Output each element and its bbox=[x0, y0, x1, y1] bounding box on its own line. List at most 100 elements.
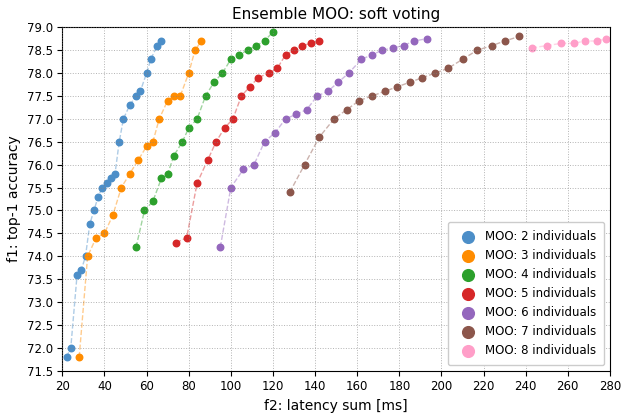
MOO: 3 individuals: (83, 78.5): 3 individuals: (83, 78.5) bbox=[190, 47, 200, 53]
MOO: 3 individuals: (66, 77): 3 individuals: (66, 77) bbox=[154, 116, 165, 122]
MOO: 5 individuals: (84, 75.6): 5 individuals: (84, 75.6) bbox=[192, 180, 202, 186]
MOO: 7 individuals: (149, 77): 7 individuals: (149, 77) bbox=[329, 116, 339, 122]
MOO: 7 individuals: (161, 77.4): 7 individuals: (161, 77.4) bbox=[354, 97, 364, 104]
MOO: 5 individuals: (109, 77.7): 5 individuals: (109, 77.7) bbox=[245, 84, 255, 90]
MOO: 3 individuals: (36, 74.4): 3 individuals: (36, 74.4) bbox=[91, 235, 101, 242]
MOO: 8 individuals: (274, 78.7): 8 individuals: (274, 78.7) bbox=[592, 38, 602, 45]
MOO: 4 individuals: (70, 75.8): 4 individuals: (70, 75.8) bbox=[163, 171, 173, 177]
MOO: 4 individuals: (59, 75): 4 individuals: (59, 75) bbox=[139, 207, 149, 214]
MOO: 2 individuals: (35, 75): 2 individuals: (35, 75) bbox=[89, 207, 99, 214]
MOO: 3 individuals: (56, 76.1): 3 individuals: (56, 76.1) bbox=[133, 157, 143, 163]
MOO: 2 individuals: (29, 73.7): 2 individuals: (29, 73.7) bbox=[76, 267, 86, 273]
X-axis label: f2: latency sum [ms]: f2: latency sum [ms] bbox=[264, 399, 408, 413]
MOO: 3 individuals: (80, 78): 3 individuals: (80, 78) bbox=[183, 70, 193, 76]
MOO: 5 individuals: (130, 78.5): 5 individuals: (130, 78.5) bbox=[289, 47, 299, 53]
MOO: 6 individuals: (162, 78.3): 6 individuals: (162, 78.3) bbox=[356, 56, 366, 63]
MOO: 7 individuals: (203, 78.1): 7 individuals: (203, 78.1) bbox=[443, 65, 453, 72]
MOO: 5 individuals: (101, 77): 5 individuals: (101, 77) bbox=[228, 116, 238, 122]
MOO: 4 individuals: (67, 75.7): 4 individuals: (67, 75.7) bbox=[156, 175, 166, 182]
MOO: 5 individuals: (74, 74.3): 5 individuals: (74, 74.3) bbox=[171, 239, 181, 246]
MOO: 5 individuals: (97, 76.8): 5 individuals: (97, 76.8) bbox=[220, 125, 230, 131]
MOO: 4 individuals: (96, 78): 4 individuals: (96, 78) bbox=[217, 70, 227, 76]
MOO: 7 individuals: (237, 78.8): 7 individuals: (237, 78.8) bbox=[514, 33, 524, 40]
MOO: 6 individuals: (193, 78.8): 6 individuals: (193, 78.8) bbox=[421, 35, 431, 42]
MOO: 6 individuals: (95, 74.2): 6 individuals: (95, 74.2) bbox=[215, 244, 225, 250]
MOO: 4 individuals: (92, 77.8): 4 individuals: (92, 77.8) bbox=[209, 79, 219, 86]
MOO: 3 individuals: (70, 77.4): 3 individuals: (70, 77.4) bbox=[163, 97, 173, 104]
MOO: 7 individuals: (224, 78.6): 7 individuals: (224, 78.6) bbox=[487, 42, 497, 49]
MOO: 6 individuals: (131, 77.1): 6 individuals: (131, 77.1) bbox=[291, 111, 301, 118]
MOO: 4 individuals: (116, 78.7): 4 individuals: (116, 78.7) bbox=[259, 38, 269, 45]
MOO: 2 individuals: (27, 73.6): 2 individuals: (27, 73.6) bbox=[72, 271, 82, 278]
MOO: 2 individuals: (39, 75.5): 2 individuals: (39, 75.5) bbox=[97, 184, 107, 191]
MOO: 3 individuals: (44, 74.9): 3 individuals: (44, 74.9) bbox=[108, 212, 118, 218]
MOO: 3 individuals: (60, 76.4): 3 individuals: (60, 76.4) bbox=[141, 143, 151, 150]
MOO: 6 individuals: (182, 78.6): 6 individuals: (182, 78.6) bbox=[399, 42, 409, 49]
MOO: 2 individuals: (47, 76.5): 2 individuals: (47, 76.5) bbox=[114, 139, 124, 145]
MOO: 4 individuals: (63, 75.2): 4 individuals: (63, 75.2) bbox=[148, 198, 158, 205]
Legend: MOO: 2 individuals, MOO: 3 individuals, MOO: 4 individuals, MOO: 5 individuals, : MOO: 2 individuals, MOO: 3 individuals, … bbox=[448, 222, 604, 365]
MOO: 3 individuals: (86, 78.7): 3 individuals: (86, 78.7) bbox=[197, 38, 207, 45]
MOO: 2 individuals: (45, 75.8): 2 individuals: (45, 75.8) bbox=[110, 171, 120, 177]
MOO: 2 individuals: (24, 72): 2 individuals: (24, 72) bbox=[66, 344, 76, 351]
MOO: 3 individuals: (63, 76.5): 3 individuals: (63, 76.5) bbox=[148, 139, 158, 145]
MOO: 2 individuals: (55, 77.5): 2 individuals: (55, 77.5) bbox=[131, 93, 141, 100]
MOO: 6 individuals: (146, 77.6): 6 individuals: (146, 77.6) bbox=[323, 88, 333, 95]
MOO: 2 individuals: (43, 75.7): 2 individuals: (43, 75.7) bbox=[106, 175, 116, 182]
MOO: 7 individuals: (191, 77.9): 7 individuals: (191, 77.9) bbox=[418, 74, 428, 81]
MOO: 7 individuals: (128, 75.4): 7 individuals: (128, 75.4) bbox=[284, 189, 295, 196]
MOO: 4 individuals: (104, 78.4): 4 individuals: (104, 78.4) bbox=[234, 51, 244, 58]
MOO: 2 individuals: (41, 75.6): 2 individuals: (41, 75.6) bbox=[102, 180, 112, 186]
MOO: 7 individuals: (135, 76): 7 individuals: (135, 76) bbox=[300, 161, 310, 168]
MOO: 3 individuals: (52, 75.8): 3 individuals: (52, 75.8) bbox=[125, 171, 135, 177]
MOO: 5 individuals: (105, 77.5): 5 individuals: (105, 77.5) bbox=[236, 93, 246, 100]
MOO: 2 individuals: (31, 74): 2 individuals: (31, 74) bbox=[80, 253, 90, 260]
MOO: 7 individuals: (217, 78.5): 7 individuals: (217, 78.5) bbox=[472, 47, 482, 53]
MOO: 6 individuals: (187, 78.7): 6 individuals: (187, 78.7) bbox=[409, 38, 419, 45]
MOO: 3 individuals: (32, 74): 3 individuals: (32, 74) bbox=[83, 253, 93, 260]
MOO: 2 individuals: (62, 78.3): 2 individuals: (62, 78.3) bbox=[146, 56, 156, 63]
MOO: 8 individuals: (257, 78.7): 8 individuals: (257, 78.7) bbox=[556, 40, 566, 47]
MOO: 4 individuals: (100, 78.3): 4 individuals: (100, 78.3) bbox=[226, 56, 236, 63]
MOO: 4 individuals: (108, 78.5): 4 individuals: (108, 78.5) bbox=[242, 47, 252, 53]
MOO: 6 individuals: (136, 77.2): 6 individuals: (136, 77.2) bbox=[301, 106, 311, 113]
MOO: 8 individuals: (250, 78.6): 8 individuals: (250, 78.6) bbox=[542, 42, 552, 49]
MOO: 5 individuals: (118, 78): 5 individuals: (118, 78) bbox=[264, 70, 274, 76]
MOO: 2 individuals: (67, 78.7): 2 individuals: (67, 78.7) bbox=[156, 38, 166, 45]
MOO: 6 individuals: (177, 78.5): 6 individuals: (177, 78.5) bbox=[388, 45, 398, 51]
MOO: 5 individuals: (93, 76.5): 5 individuals: (93, 76.5) bbox=[211, 139, 221, 145]
MOO: 4 individuals: (77, 76.5): 4 individuals: (77, 76.5) bbox=[177, 139, 187, 145]
MOO: 4 individuals: (80, 76.8): 4 individuals: (80, 76.8) bbox=[183, 125, 193, 131]
MOO: 4 individuals: (88, 77.5): 4 individuals: (88, 77.5) bbox=[200, 93, 210, 100]
MOO: 7 individuals: (210, 78.3): 7 individuals: (210, 78.3) bbox=[457, 56, 467, 63]
MOO: 5 individuals: (138, 78.7): 5 individuals: (138, 78.7) bbox=[306, 40, 316, 47]
MOO: 4 individuals: (112, 78.6): 4 individuals: (112, 78.6) bbox=[251, 42, 261, 49]
MOO: 2 individuals: (52, 77.3): 2 individuals: (52, 77.3) bbox=[125, 102, 135, 108]
Title: Ensemble MOO: soft voting: Ensemble MOO: soft voting bbox=[232, 7, 440, 22]
MOO: 6 individuals: (100, 75.5): 6 individuals: (100, 75.5) bbox=[226, 184, 236, 191]
MOO: 4 individuals: (84, 77): 4 individuals: (84, 77) bbox=[192, 116, 202, 122]
MOO: 6 individuals: (111, 76): 6 individuals: (111, 76) bbox=[249, 161, 259, 168]
MOO: 7 individuals: (167, 77.5): 7 individuals: (167, 77.5) bbox=[367, 93, 377, 100]
MOO: 3 individuals: (28, 71.8): 3 individuals: (28, 71.8) bbox=[74, 354, 84, 360]
MOO: 6 individuals: (172, 78.5): 6 individuals: (172, 78.5) bbox=[377, 47, 387, 53]
MOO: 2 individuals: (65, 78.6): 2 individuals: (65, 78.6) bbox=[152, 42, 162, 49]
MOO: 6 individuals: (141, 77.5): 6 individuals: (141, 77.5) bbox=[312, 93, 322, 100]
MOO: 6 individuals: (121, 76.7): 6 individuals: (121, 76.7) bbox=[270, 129, 280, 136]
MOO: 6 individuals: (126, 77): 6 individuals: (126, 77) bbox=[281, 116, 291, 122]
MOO: 2 individuals: (37, 75.3): 2 individuals: (37, 75.3) bbox=[93, 193, 103, 200]
MOO: 6 individuals: (167, 78.4): 6 individuals: (167, 78.4) bbox=[367, 51, 377, 58]
MOO: 8 individuals: (268, 78.7): 8 individuals: (268, 78.7) bbox=[580, 38, 590, 45]
MOO: 5 individuals: (142, 78.7): 5 individuals: (142, 78.7) bbox=[314, 38, 324, 45]
Y-axis label: f1: top-1 accuracy: f1: top-1 accuracy bbox=[7, 136, 21, 262]
MOO: 7 individuals: (142, 76.6): 7 individuals: (142, 76.6) bbox=[314, 134, 324, 141]
MOO: 6 individuals: (151, 77.8): 6 individuals: (151, 77.8) bbox=[333, 79, 344, 86]
MOO: 5 individuals: (122, 78.1): 5 individuals: (122, 78.1) bbox=[272, 65, 282, 72]
MOO: 7 individuals: (179, 77.7): 7 individuals: (179, 77.7) bbox=[392, 84, 403, 90]
MOO: 8 individuals: (243, 78.5): 8 individuals: (243, 78.5) bbox=[527, 45, 537, 51]
MOO: 3 individuals: (40, 74.5): 3 individuals: (40, 74.5) bbox=[99, 230, 109, 237]
MOO: 5 individuals: (113, 77.9): 5 individuals: (113, 77.9) bbox=[253, 74, 263, 81]
MOO: 5 individuals: (126, 78.4): 5 individuals: (126, 78.4) bbox=[281, 51, 291, 58]
MOO: 4 individuals: (55, 74.2): 4 individuals: (55, 74.2) bbox=[131, 244, 141, 250]
MOO: 2 individuals: (33, 74.7): 2 individuals: (33, 74.7) bbox=[85, 221, 95, 228]
